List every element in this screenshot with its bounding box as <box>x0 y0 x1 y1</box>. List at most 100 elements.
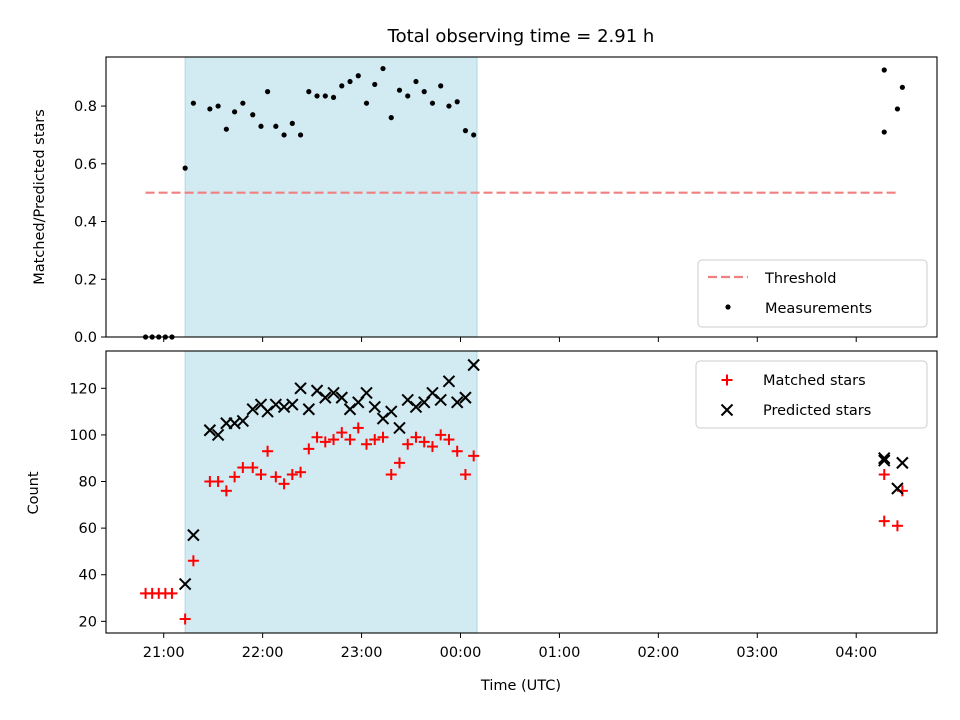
matched-star-point <box>319 436 331 448</box>
predicted-star-point-b <box>385 405 398 418</box>
top-panel: 0.0 0.2 0.4 0.6 0.8 Threshold Measurements <box>74 56 938 346</box>
measurement-point <box>314 93 320 99</box>
predicted-star-point-b <box>310 384 324 397</box>
legend-predicted-swatch-b <box>720 403 734 417</box>
matched-star-point <box>328 434 340 446</box>
y-tick-label: 0.2 <box>74 272 97 288</box>
matched-star-point <box>410 431 422 443</box>
y-tick-label: 0.0 <box>74 330 97 346</box>
matched-star-point <box>247 462 259 474</box>
matched-star-point <box>262 445 274 457</box>
matched-star-point <box>418 436 430 448</box>
bottom-legend-box <box>695 360 928 429</box>
matched-star-point <box>878 469 890 481</box>
predicted-star-point-b <box>459 391 472 404</box>
measurement-point <box>881 129 887 135</box>
predicted-star-point-b <box>228 417 241 430</box>
measurement-point <box>899 84 905 90</box>
measurement-point <box>372 81 378 88</box>
predicted-star-point-b <box>442 375 456 388</box>
measurement-point <box>355 73 361 79</box>
matched-star-point <box>336 427 348 439</box>
matched-star-point <box>220 485 232 497</box>
matched-star-point <box>166 587 178 599</box>
predicted-star-point-b <box>426 386 439 400</box>
predicted-star-point-b <box>246 403 259 416</box>
predicted-star-point-b <box>327 386 340 400</box>
predicted-star-point-b <box>203 424 217 437</box>
y-tick-label: 0.8 <box>74 99 97 115</box>
predicted-star-point-b <box>467 358 480 372</box>
measurement-point <box>190 100 196 106</box>
matched-star-point <box>369 434 381 446</box>
measurement-point <box>281 132 287 138</box>
legend-predicted-label: Predicted stars <box>763 403 871 419</box>
predicted-star-point <box>246 403 259 416</box>
measurement-point <box>446 103 452 109</box>
measurement-point <box>462 128 469 134</box>
matched-star-point <box>255 469 267 481</box>
predicted-star-point-b <box>409 400 423 414</box>
predicted-star-point-b <box>178 577 192 591</box>
predicted-star-point <box>294 382 307 395</box>
predicted-star-point <box>450 396 464 409</box>
predicted-star-point <box>878 451 891 465</box>
predicted-star-point-b <box>211 428 225 442</box>
measurement-point <box>363 100 370 106</box>
measurement-point <box>388 115 394 121</box>
matched-star-point <box>344 434 356 446</box>
measurement-point <box>258 123 264 129</box>
x-tick-label: 01:00 <box>539 645 581 661</box>
predicted-star-point-b <box>450 396 464 409</box>
legend-matched-swatch <box>721 374 733 386</box>
predicted-star-point-b <box>393 421 406 435</box>
matched-star-point <box>451 445 463 457</box>
predicted-star-point <box>442 375 456 388</box>
predicted-star-point <box>385 405 398 418</box>
matched-star-point <box>187 555 199 567</box>
predicted-star-point-b <box>335 391 348 404</box>
matched-star-point <box>179 613 191 625</box>
legend-matched-label: Matched stars <box>763 373 866 389</box>
predicted-star-point-b <box>368 400 381 414</box>
measurement-point <box>330 94 337 101</box>
predicted-star-point <box>302 403 316 416</box>
predicted-star-point <box>896 456 909 470</box>
y-tick-label: 60 <box>79 521 97 537</box>
predicted-star-point <box>891 482 904 495</box>
x-axis-label: Time (UTC) <box>480 678 561 694</box>
predicted-star-point-b <box>319 391 332 404</box>
matched-star-point <box>295 466 307 478</box>
predicted-star-point-b <box>286 398 299 411</box>
predicted-star-point-b <box>434 393 447 407</box>
predicted-star-point-b <box>294 382 307 395</box>
predicted-star-point <box>236 414 250 428</box>
predicted-star-point-b <box>401 393 414 407</box>
x-tick-label: 23:00 <box>341 645 383 661</box>
bottom-legend: Matched stars Predicted stars <box>695 360 928 429</box>
predicted-star-point <box>368 400 381 414</box>
predicted-star-point <box>211 428 225 442</box>
measurement-point <box>182 165 188 171</box>
predicted-star-point <box>360 386 373 400</box>
bottom-panel: 20 40 60 80 100 120 21:00 22:00 23:00 00:00 01:00 0… <box>69 350 938 661</box>
matched-star-point <box>891 520 903 532</box>
predicted-star-point <box>878 454 891 467</box>
predicted-star-point-b <box>878 454 891 467</box>
measurement-point <box>232 109 238 115</box>
predicted-star-point-b <box>878 451 891 465</box>
x-tick-label: 22:00 <box>242 645 284 661</box>
measurement-point <box>273 123 279 129</box>
measurement-point <box>438 83 444 89</box>
y-tick-label: 20 <box>79 614 97 630</box>
measurement-point <box>215 103 221 109</box>
measurement-point <box>306 89 312 95</box>
x-tick-label: 21:00 <box>143 645 185 661</box>
matched-star-point <box>393 457 405 469</box>
y-tick-label: 0.6 <box>74 157 97 173</box>
top-y-axis-label: Matched/Predicted stars <box>32 109 48 285</box>
measurement-point <box>289 120 295 126</box>
measurement-point <box>396 87 403 93</box>
predicted-star-point-b <box>236 414 250 428</box>
x-tick-label: 04:00 <box>835 645 877 661</box>
